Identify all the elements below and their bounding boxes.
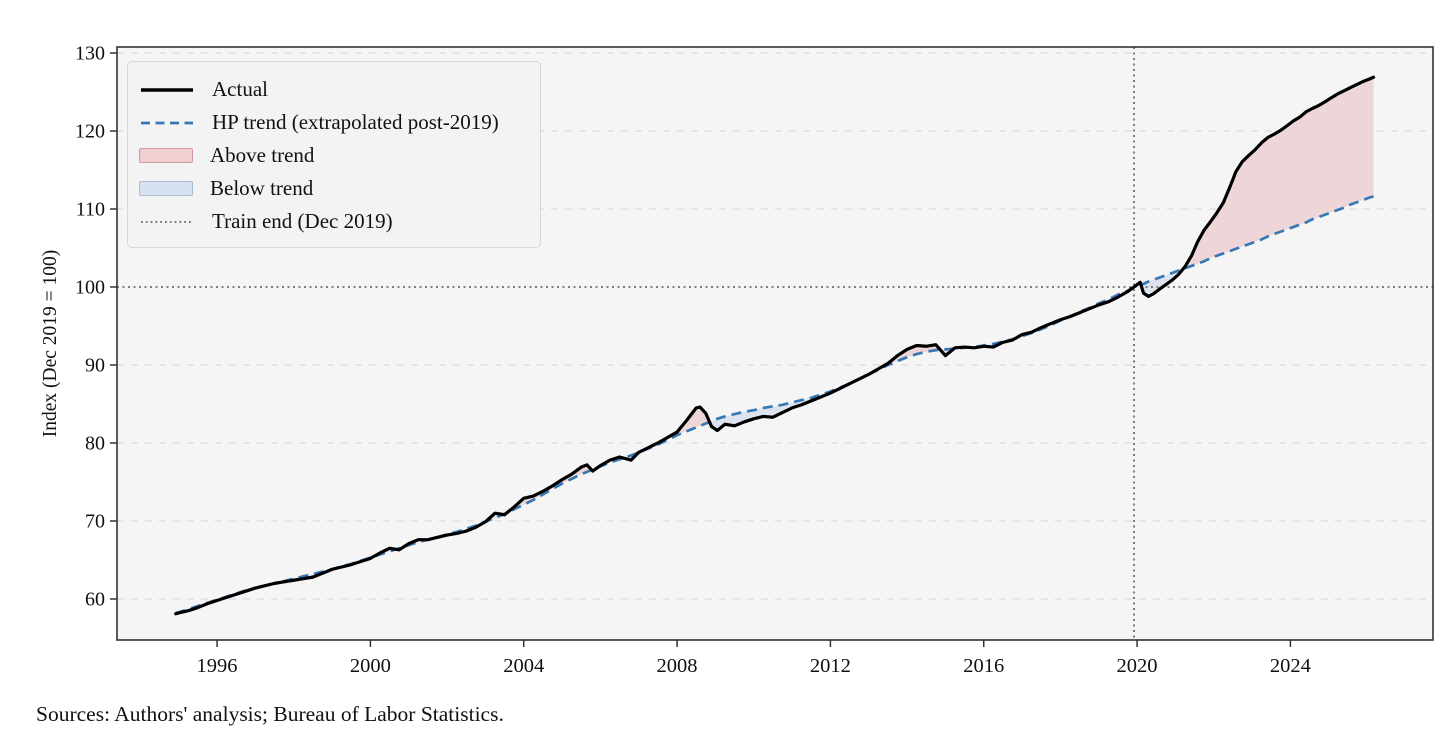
x-tick-label: 2020 <box>1117 655 1158 677</box>
above-trend-fill <box>638 407 710 453</box>
y-tick-label: 60 <box>85 588 105 610</box>
legend-item-above-trend: Above trend <box>128 139 540 172</box>
x-tick-label: 2024 <box>1270 655 1311 677</box>
x-tick-label: 1996 <box>197 655 238 677</box>
actual-line <box>174 75 1376 616</box>
y-tick-label: 120 <box>75 121 105 143</box>
legend-item-train-end: Train end (Dec 2019) <box>128 205 540 238</box>
y-tick-label: 130 <box>75 43 105 65</box>
legend-item-below-trend: Below trend <box>128 172 540 205</box>
dotted-line-swatch-icon <box>141 220 193 223</box>
above-trend-fill <box>1183 77 1374 269</box>
x-tick-label: 2000 <box>350 655 391 677</box>
legend-label-hp-trend: HP trend (extrapolated post-2019) <box>212 110 499 134</box>
dashed-line-swatch-icon <box>141 121 193 124</box>
pink-fill-swatch-icon <box>139 148 193 163</box>
plot-frame <box>116 46 1434 641</box>
x-tick-label: 2016 <box>963 655 1004 677</box>
legend-label-above-trend: Above trend <box>210 143 315 167</box>
x-tick-label: 2008 <box>657 655 698 677</box>
blue-fill-swatch-icon <box>139 181 193 196</box>
legend-label-below-trend: Below trend <box>210 176 314 200</box>
y-tick-label: 70 <box>85 510 105 532</box>
y-axis-label: Index (Dec 2019 = 100) <box>40 250 61 438</box>
legend-label-train-end: Train end (Dec 2019) <box>212 209 393 233</box>
y-tick-label: 110 <box>76 199 105 221</box>
below-trend-fill <box>1140 268 1184 297</box>
legend-item-actual: Actual <box>128 73 540 106</box>
x-tick-label: 2004 <box>503 655 544 677</box>
legend-item-hp-trend: HP trend (extrapolated post-2019) <box>128 106 540 139</box>
y-tick-label: 100 <box>75 276 105 298</box>
legend-label-actual: Actual <box>212 77 268 101</box>
sources-note: Sources: Authors' analysis; Bureau of La… <box>36 702 504 726</box>
y-tick-label: 80 <box>85 432 105 454</box>
legend: Actual HP trend (extrapolated post-2019)… <box>127 61 541 248</box>
x-tick-label: 2012 <box>810 655 851 677</box>
below-trend-fill <box>709 383 850 431</box>
solid-line-swatch-icon <box>141 87 193 92</box>
y-tick-label: 90 <box>85 354 105 376</box>
